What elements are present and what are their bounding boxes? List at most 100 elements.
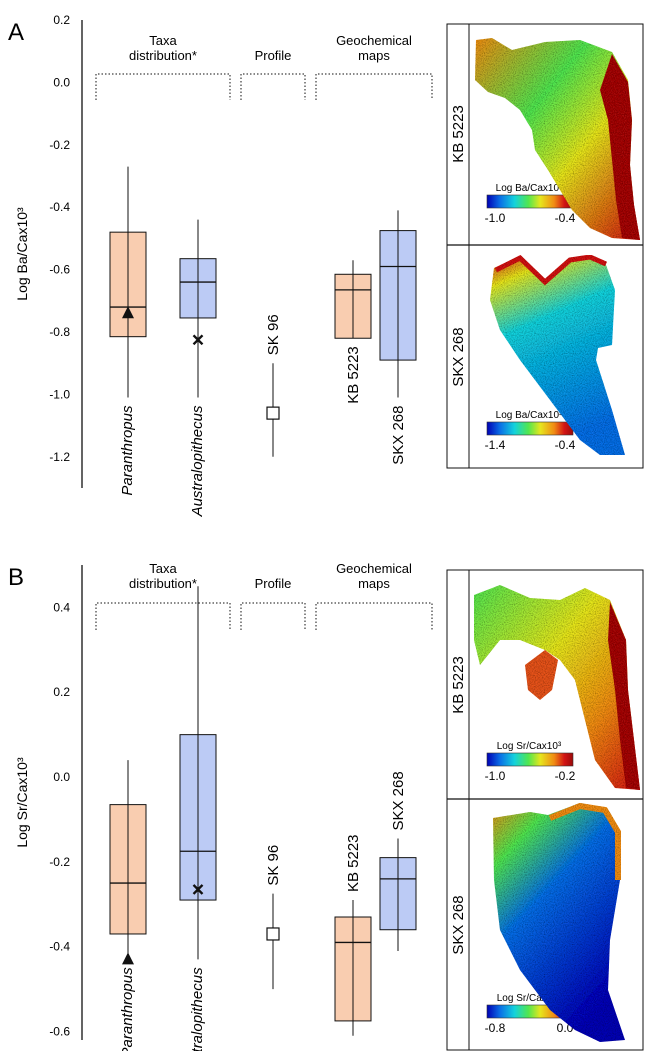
panel-letter-b: B [8,564,24,591]
y-tick-label: -0.2 [49,138,70,152]
group-bracket [95,73,231,100]
box-label: Australopithecus [189,967,206,1051]
map-skx268-a [490,254,625,455]
cross-marker [192,884,204,895]
box-paranthropus [109,166,147,398]
triangle-marker [122,306,134,319]
y-tick-label: 0.2 [53,685,70,699]
y-tick-label: -0.6 [49,1025,70,1039]
box-skx-268 [379,838,417,951]
box-skx-268 [379,210,417,398]
map-kb5223-b-shard [525,650,558,700]
group-header: Taxa distribution* [129,33,197,63]
colorbar-min-label: -0.8 [485,1021,506,1035]
group-bracket [315,602,433,630]
square-marker [266,927,280,941]
y-tick-label: 0.0 [53,75,70,89]
group-header-line: maps [358,48,390,63]
y-tick-label: -0.6 [49,263,70,277]
map-frame-b [446,569,644,1051]
y-tick-label: 0.0 [53,770,70,784]
y-tick-label: -0.4 [49,940,70,954]
box-paranthropus [109,760,147,965]
box-label: SKX 268 [390,406,407,465]
group-header-line: distribution* [129,48,197,63]
group-header: Profile [255,576,292,591]
cross-marker [192,334,204,346]
panel-a: A 0.2 0.0 -0.2 -0.4 -0.6 -0.8 -1.0 -1.2 Log Ba/C… [8,13,644,517]
y-tick-label: -1.2 [49,450,70,464]
y-tick-label: -0.8 [49,325,70,339]
group-header-line: Taxa [149,33,177,48]
colorbar-max-label: -0.4 [555,211,576,225]
box-label: SK 96 [265,314,282,355]
y-tick-label: 0.4 [53,600,70,614]
triangle-marker [122,952,134,965]
y-tick-label: 0.2 [53,13,70,27]
y-tick-label: -0.2 [49,855,70,869]
box-label: Paranthropus [119,967,136,1051]
colorbar [486,421,574,436]
group-header: Geochemical maps [336,561,412,591]
map-label: SKX 268 [450,895,467,954]
y-tick-label: -1.0 [49,387,70,401]
y-axis-label: Log Sr/Cax10³ [14,757,30,848]
group-bracket [240,73,306,100]
group-header-line: Geochemical [336,561,412,576]
group-header: Geochemical maps [336,33,412,63]
chart-a: 0.2 0.0 -0.2 -0.4 -0.6 -0.8 -1.0 -1.2 Log Ba/Cax… [14,13,576,517]
map-block-b [446,569,644,1051]
square-marker [266,406,280,420]
map-kb5223-a-edge [600,54,640,240]
map-kb5223-b-edge [608,602,640,790]
box-label: KB 5223 [345,346,362,404]
box-label: Australopithecus [189,405,206,517]
map-skx268-b-image [493,803,625,1042]
map-skx268-b [493,802,625,1042]
box-label: SKX 268 [390,771,407,830]
colorbar-title: Log Ba/Cax10³ [496,183,563,194]
map-kb5223-b [474,585,640,790]
box-kb-5223 [334,260,372,339]
box-australopithecus [179,219,217,398]
map-kb5223-b-image [474,585,640,790]
colorbar [486,194,574,209]
colorbar [486,752,574,767]
colorbar-title: Log Ba/Cax10³ [496,410,563,421]
group-bracket [240,602,306,630]
y-axis-label: Log Ba/Cax10³ [14,207,30,301]
colorbar-max-label: -0.4 [555,438,576,452]
colorbar-min-label: -1.0 [485,211,506,225]
map-label: SKX 268 [450,327,467,386]
group-header-line: distribution* [129,576,197,591]
map-label: KB 5223 [450,656,467,714]
box-sk-96 [266,363,280,457]
group-header-line: maps [358,576,390,591]
map-skx268-a-image [490,255,625,455]
box-sk-96 [266,893,280,990]
map-block-a [446,23,644,469]
colorbar-max-label: -0.2 [555,769,576,783]
group-header-line: Geochemical [336,33,412,48]
map-skx268-b-rim [548,802,621,880]
box-label: Paranthropus [119,405,136,496]
map-frame-a [446,23,644,469]
group-header-line: Profile [255,48,292,63]
group-bracket [315,73,433,100]
map-kb5223-a-image [475,38,640,240]
panel-letter-a: A [8,19,24,46]
box-kb-5223 [334,900,372,1036]
map-skx268-a-rim [494,254,608,286]
panel-b: B 0.4 0.2 0.0 -0.2 -0.4 -0.6 Log Sr/Cax10³ Taxa… [8,561,644,1051]
colorbar-title: Log Sr/Cax10³ [497,993,562,1004]
y-tick-label: -0.4 [49,200,70,214]
colorbar-min-label: -1.4 [485,438,506,452]
group-header-line: Profile [255,576,292,591]
colorbar-min-label: -1.0 [485,769,506,783]
colorbar-title: Log Sr/Cax10³ [497,741,562,752]
box-australopithecus [179,586,217,960]
group-header: Profile [255,48,292,63]
group-header-line: Taxa [149,561,177,576]
map-label: KB 5223 [450,105,467,163]
